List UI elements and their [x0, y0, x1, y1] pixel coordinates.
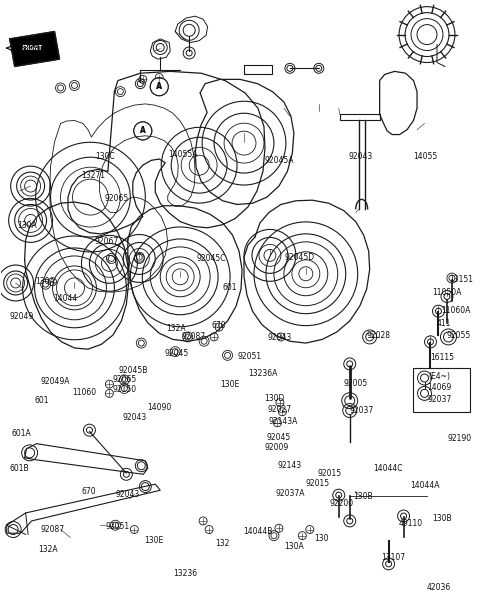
Text: 92051: 92051 — [106, 522, 130, 531]
Text: A: A — [140, 126, 145, 135]
Text: 13107: 13107 — [381, 553, 405, 561]
Circle shape — [134, 122, 152, 140]
Circle shape — [150, 77, 168, 96]
Text: 92049: 92049 — [10, 312, 34, 321]
Bar — [412, 368, 470, 412]
Text: 92045B: 92045B — [118, 365, 148, 375]
Text: 92015: 92015 — [318, 469, 342, 478]
Text: 14044A: 14044A — [410, 481, 440, 490]
Text: A: A — [156, 82, 162, 91]
Text: 670: 670 — [212, 322, 226, 330]
Text: 92028: 92028 — [366, 331, 390, 340]
Text: 601: 601 — [34, 396, 49, 405]
Text: 601: 601 — [222, 284, 237, 292]
Text: 92200: 92200 — [329, 499, 353, 507]
Text: 92045: 92045 — [164, 349, 188, 358]
Text: 92005: 92005 — [344, 379, 368, 388]
Text: 92065: 92065 — [104, 194, 128, 204]
Text: 13271: 13271 — [81, 170, 105, 180]
Text: 92045D: 92045D — [285, 253, 315, 262]
Text: 130B: 130B — [354, 492, 373, 501]
Text: 92037: 92037 — [349, 406, 374, 415]
Circle shape — [150, 77, 168, 96]
Text: 130A: 130A — [36, 277, 56, 285]
Text: 132A: 132A — [38, 546, 58, 554]
Text: 92043: 92043 — [268, 333, 292, 342]
Text: 14055: 14055 — [413, 151, 437, 161]
Text: 92043: 92043 — [116, 490, 140, 499]
Text: 14044C: 14044C — [374, 464, 403, 473]
Text: 132A: 132A — [166, 324, 186, 333]
Text: 92055: 92055 — [446, 331, 470, 340]
Text: 411: 411 — [436, 319, 450, 328]
Text: 92087: 92087 — [41, 525, 65, 534]
Text: 130E: 130E — [144, 536, 164, 545]
Text: 49110: 49110 — [398, 520, 422, 528]
Text: 92049A: 92049A — [41, 376, 70, 386]
Text: 16115: 16115 — [430, 353, 454, 362]
Text: 92043: 92043 — [122, 413, 146, 423]
Text: 601A: 601A — [12, 429, 32, 438]
Text: 92143A: 92143A — [268, 417, 298, 426]
Text: 92150: 92150 — [112, 385, 136, 394]
Text: 11050A: 11050A — [432, 288, 462, 296]
Circle shape — [134, 122, 152, 140]
Text: 14055A: 14055A — [168, 149, 198, 159]
Text: 130B: 130B — [432, 514, 452, 523]
Text: 130A: 130A — [284, 542, 304, 551]
Text: 92027: 92027 — [268, 405, 292, 414]
Text: 14044: 14044 — [54, 294, 78, 303]
Text: 92065: 92065 — [112, 375, 136, 384]
Text: 92143: 92143 — [278, 461, 302, 470]
Text: FRONT: FRONT — [22, 45, 42, 51]
Text: 11060A: 11060A — [440, 306, 470, 315]
Text: 130: 130 — [314, 534, 329, 542]
Text: A: A — [140, 126, 145, 135]
Text: (E4~): (E4~) — [428, 371, 450, 381]
Text: 130A: 130A — [17, 221, 37, 230]
Text: 130D: 130D — [19, 41, 40, 50]
Text: 670: 670 — [81, 487, 96, 496]
Text: 92087: 92087 — [181, 333, 205, 341]
Text: 92037: 92037 — [428, 395, 452, 404]
Text: 92045: 92045 — [266, 433, 290, 442]
Text: 13151: 13151 — [450, 276, 473, 284]
Text: 92045C: 92045C — [197, 254, 226, 263]
Text: 14069: 14069 — [428, 383, 452, 392]
Text: 92045A: 92045A — [264, 156, 294, 165]
Text: 92043: 92043 — [348, 151, 373, 161]
Text: 130E: 130E — [220, 380, 240, 389]
Text: 14044B: 14044B — [243, 528, 272, 536]
Text: 92067: 92067 — [94, 237, 118, 246]
Text: 11060: 11060 — [72, 387, 96, 397]
Text: 132: 132 — [216, 539, 230, 547]
Text: A: A — [156, 82, 162, 91]
Text: 14090: 14090 — [147, 403, 172, 412]
Text: 601B: 601B — [10, 464, 29, 473]
Text: 92009: 92009 — [264, 443, 288, 453]
Polygon shape — [10, 31, 59, 66]
Text: 92051: 92051 — [238, 352, 262, 361]
Text: 13236: 13236 — [173, 568, 197, 577]
Text: 13236A: 13236A — [248, 368, 278, 378]
Text: 92037A: 92037A — [275, 490, 304, 498]
Text: 42036: 42036 — [426, 583, 450, 592]
Text: 92190: 92190 — [448, 434, 471, 443]
Text: 130D: 130D — [264, 394, 284, 403]
Text: 130C: 130C — [95, 152, 115, 161]
Text: 92015: 92015 — [305, 479, 330, 488]
